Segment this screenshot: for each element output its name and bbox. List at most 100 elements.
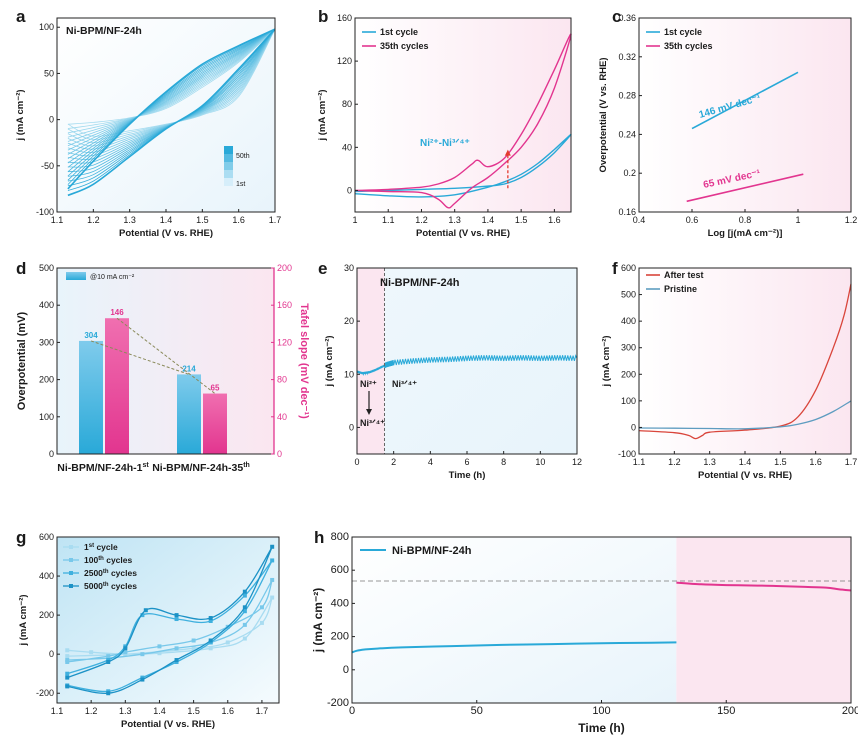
- legend-label-sup: th: [103, 569, 109, 575]
- panel-h-background-right: [676, 537, 851, 703]
- y-tick-label: 500: [621, 290, 636, 300]
- y-tick-label: 100: [39, 22, 54, 32]
- cycle-3-marker: [270, 544, 275, 549]
- trend-line-tafel: [116, 317, 216, 394]
- y-tick-label: -100: [36, 207, 54, 217]
- cycle-2-marker: [208, 618, 213, 623]
- legend-marker: [69, 545, 73, 549]
- y-tick-label: 300: [621, 343, 636, 353]
- y-tick-label: 0.36: [618, 13, 636, 23]
- x-tick-label: 1.2: [415, 215, 428, 225]
- cycle-1-loop: [67, 579, 273, 663]
- legend-label: 100th cycles: [84, 555, 132, 565]
- series-0-fit: [691, 71, 799, 130]
- cycle-0-marker: [208, 646, 213, 651]
- cycle-3-marker: [143, 608, 148, 613]
- x-tick-label: 1.2: [668, 457, 681, 467]
- y-tick-label: 400: [39, 571, 54, 581]
- x-tick-label: 1.7: [256, 706, 269, 716]
- x-tick-label: 1.1: [51, 215, 64, 225]
- panel-e-background-left: [357, 268, 385, 454]
- x-tick-label: 1.2: [87, 215, 100, 225]
- cycle-1-marker: [191, 638, 196, 643]
- cycle-0-marker: [89, 650, 94, 655]
- colorbar-segment: [224, 162, 233, 170]
- legend-label-sup: st: [89, 543, 94, 549]
- x-axis-label: Potential (V vs. RHE): [416, 228, 510, 239]
- y-axis-label-right: Tafel slope (mV dec⁻¹): [298, 303, 310, 419]
- x-tick-label: 50: [471, 705, 483, 717]
- y-tick-label: 0.32: [618, 52, 636, 62]
- cycle-0-marker: [242, 636, 247, 641]
- bar-overpotential-label: 214: [182, 364, 196, 373]
- cycle-0-marker: [191, 646, 196, 651]
- panel-c-legend: 1st cycle 35th cycles: [646, 27, 713, 51]
- panel-h-background-left: [352, 537, 677, 703]
- x-tick-label: 0.6: [686, 215, 699, 225]
- y-tick-label: 200: [331, 631, 349, 643]
- y-tick-label: 500: [39, 263, 54, 273]
- series-1-line: [638, 400, 852, 430]
- y-tick-label-right: 160: [277, 300, 292, 310]
- y-tick-label-right: 80: [277, 375, 287, 385]
- x-tick-label: 1.3: [448, 215, 461, 225]
- y-tick-label: 20: [344, 316, 354, 326]
- panel-f-axes: 1.1 1.2 1.3 1.4 1.5 1.6 1.7 -100 0 100 200 300 400 50…: [601, 263, 857, 481]
- panel-b-annotation: Ni²⁺-Ni³ᐟ⁴⁺: [420, 138, 470, 149]
- panel-g-axes: 1.1 1.2 1.3 1.4 1.5 1.6 1.7 -200 0 200 400 600 Poten…: [18, 532, 280, 730]
- cycle-1-marker: [242, 622, 247, 627]
- y-tick-label: 400: [621, 316, 636, 326]
- y-tick-label-right: 0: [277, 449, 282, 459]
- cycle-0-loop: [67, 597, 273, 657]
- y-tick-label: -200: [36, 688, 54, 698]
- bar-tafel-label: 146: [110, 308, 124, 317]
- cycle-3-marker: [174, 658, 179, 663]
- panel-label-e: e: [318, 259, 327, 278]
- panel-b-frame: [354, 17, 572, 213]
- panel-e-axes: 0 2 4 6 8 10 12 0 10 20 30 Time (h) j (mA cm⁻²): [324, 263, 582, 481]
- cycle-2-marker: [242, 593, 247, 598]
- y-tick-label: 0: [343, 664, 349, 676]
- x-tick-label: 1.5: [515, 215, 528, 225]
- bar-tafel: [105, 318, 129, 454]
- trend-line-overpotential: [90, 340, 190, 375]
- cycle-0-marker: [270, 595, 275, 600]
- panel-f-legend: After test Pristine: [646, 270, 704, 294]
- legend-marker: [69, 571, 73, 575]
- legend-label: 1st cycle: [84, 542, 118, 552]
- panel-e-background-right: [384, 268, 577, 454]
- x-tick-label: 1.4: [160, 215, 173, 225]
- label-ni2: Ni²⁺: [360, 379, 377, 389]
- x-tick-label: 200: [842, 705, 858, 717]
- y-tick-label: 200: [39, 610, 54, 620]
- cycle-1-marker: [270, 577, 275, 582]
- bar-overpotential: [79, 340, 103, 454]
- x-axis-label: Potential (V vs. RHE): [698, 470, 792, 481]
- y-tick-label: -100: [618, 449, 636, 459]
- cycle-3-marker: [242, 605, 247, 610]
- y-tick-label: 30: [344, 263, 354, 273]
- x-tick-label: 1: [352, 215, 357, 225]
- panel-label-f: f: [612, 259, 618, 278]
- x-tick-label: 1.5: [774, 457, 787, 467]
- y-tick-label: 10: [344, 369, 354, 379]
- panel-c-axes: 0.4 0.6 0.8 1 1.2 0.16 0.2 0.24 0.28 0.32 0.36 Log …: [598, 13, 857, 239]
- cycle-0-marker: [225, 640, 230, 645]
- cycle-3-marker: [208, 616, 213, 621]
- y-axis-label: j (mA cm⁻²): [18, 594, 29, 646]
- legend-marker: [69, 584, 73, 588]
- panel-d-axes: 0 100 200 300 400 500 0 40 80 120 160 200 Overpotent…: [16, 263, 310, 474]
- colorbar-top-label: 50th: [236, 153, 250, 160]
- legend-label: @10 mA cm⁻²: [90, 274, 135, 281]
- bar-overpotential-label: 304: [84, 331, 98, 340]
- bar-overpotential: [177, 374, 201, 454]
- y-tick-label: 0: [49, 115, 54, 125]
- legend-label: 2500th cycles: [84, 568, 137, 578]
- panel-label-a: a: [16, 7, 26, 26]
- series-1-line: [676, 581, 852, 592]
- x-tick-label: 1.2: [85, 706, 98, 716]
- panel-e-annotation: Ni-BPM/NF-24h: [380, 277, 460, 289]
